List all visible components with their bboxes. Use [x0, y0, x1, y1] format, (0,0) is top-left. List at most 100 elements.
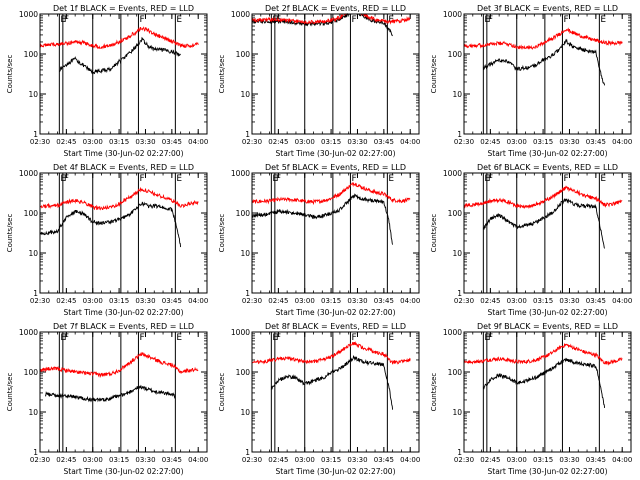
y-tick-label: 100	[448, 50, 463, 59]
panel-det-4: Det 4f BLACK = Events, RED = LLD Start Ti…	[6, 163, 208, 317]
panel-det-3: Det 3f BLACK = Events, RED = LLD Start Ti…	[430, 4, 632, 158]
x-tick-label: 02:30	[454, 138, 474, 146]
x-tick-label: 03:45	[374, 138, 394, 146]
x-axis-label: Start Time (30-Jun-02 02:27:00)	[276, 308, 396, 317]
x-tick-label: 03:45	[374, 297, 394, 305]
time-marker-label: F	[563, 174, 568, 184]
time-marker-label: E	[388, 333, 394, 343]
y-tick-label: 100	[448, 368, 463, 377]
x-tick-label: 03:30	[559, 456, 579, 464]
x-tick-label: 03:30	[135, 138, 155, 146]
x-tick-label: 03:00	[295, 138, 315, 146]
y-tick-label: 100	[236, 368, 251, 377]
series-lld-line	[251, 181, 411, 206]
panel-det-7: Det 7f BLACK = Events, RED = LLD Start Ti…	[6, 322, 208, 476]
panel-det-1: Det 1f BLACK = Events, RED = LLD Start Ti…	[6, 4, 208, 158]
y-axis-label: Counts/sec	[6, 214, 14, 253]
y-tick-label: 100	[24, 50, 39, 59]
y-tick-label: 1	[245, 448, 250, 457]
x-tick-label: 03:00	[507, 138, 527, 146]
x-tick-label: 03:00	[295, 297, 315, 305]
y-axis-label: Counts/sec	[430, 214, 438, 253]
time-marker-label: F	[139, 174, 144, 184]
x-tick-label: 02:30	[242, 297, 262, 305]
x-tick-label: 03:30	[559, 138, 579, 146]
y-tick-label: 1	[33, 130, 38, 139]
plot-frame	[39, 172, 208, 294]
x-axis-label: Start Time (30-Jun-02 02:27:00)	[276, 149, 396, 158]
series-lld-line	[251, 341, 411, 365]
x-tick-label: 03:15	[321, 456, 341, 464]
time-marker-label: F	[139, 333, 144, 343]
plot-frame	[251, 13, 420, 135]
panel-det-9: Det 9f BLACK = Events, RED = LLD Start Ti…	[430, 322, 632, 476]
panel-title: Det 8f BLACK = Events, RED = LLD	[265, 322, 406, 331]
time-marker-label: E	[600, 333, 606, 343]
panel-det-6: Det 6f BLACK = Events, RED = LLD Start Ti…	[430, 163, 632, 317]
series-events-line	[482, 198, 606, 249]
time-marker-label: E	[176, 174, 182, 184]
x-tick-label: 03:15	[321, 297, 341, 305]
plot-frame	[39, 13, 208, 135]
time-marker-label: F	[351, 333, 356, 343]
time-marker-label: F	[351, 174, 356, 184]
time-marker-label: F	[563, 333, 568, 343]
series-lld-line	[463, 27, 623, 50]
y-tick-label: 1	[33, 289, 38, 298]
time-marker-label: F	[351, 15, 356, 25]
plot-frame	[463, 331, 632, 453]
time-marker-label: E	[600, 174, 606, 184]
panel-title: Det 7f BLACK = Events, RED = LLD	[53, 322, 194, 331]
time-marker-label: E	[388, 15, 394, 25]
series-lld-line	[251, 13, 411, 25]
series-events-line	[59, 36, 181, 75]
x-tick-label: 02:45	[480, 138, 500, 146]
time-marker-label: F	[276, 174, 281, 184]
x-tick-label: 02:45	[268, 456, 288, 464]
x-tick-label: 03:45	[586, 456, 606, 464]
time-marker-label: E	[388, 174, 394, 184]
time-marker-label: F	[563, 15, 568, 25]
x-tick-label: 02:45	[480, 297, 500, 305]
x-tick-label: 02:30	[242, 138, 262, 146]
series-events-line	[270, 354, 394, 410]
time-marker-label: E	[176, 333, 182, 343]
x-tick-label: 02:30	[454, 297, 474, 305]
y-tick-label: 100	[448, 209, 463, 218]
y-tick-label: 100	[24, 209, 39, 218]
y-tick-label: 100	[24, 368, 39, 377]
time-marker-label: E	[600, 15, 606, 25]
series-lld-line	[39, 351, 199, 378]
plot-frame	[463, 172, 632, 294]
y-axis-label: Counts/sec	[430, 55, 438, 94]
y-tick-label: 1000	[443, 10, 462, 19]
x-tick-label: 03:15	[109, 456, 129, 464]
x-tick-label: 02:45	[268, 297, 288, 305]
x-tick-label: 04:00	[612, 297, 632, 305]
y-tick-label: 10	[240, 90, 250, 99]
y-axis-label: Counts/sec	[218, 55, 226, 94]
y-tick-label: 10	[452, 90, 462, 99]
x-tick-label: 02:30	[30, 297, 50, 305]
y-axis-label: Counts/sec	[6, 55, 14, 94]
y-tick-label: 10	[452, 249, 462, 258]
series-events-line	[482, 38, 606, 86]
x-tick-label: 03:00	[83, 297, 103, 305]
x-tick-label: 03:45	[374, 456, 394, 464]
x-tick-label: 03:00	[507, 297, 527, 305]
panel-det-8: Det 8f BLACK = Events, RED = LLD Start Ti…	[218, 322, 420, 476]
series-lld-line	[463, 185, 623, 210]
series-lld-line	[463, 343, 623, 366]
y-tick-label: 1000	[443, 169, 462, 178]
x-tick-label: 03:00	[83, 138, 103, 146]
time-marker-label: F	[488, 15, 493, 25]
time-marker-label: F	[64, 15, 69, 25]
y-axis-label: Counts/sec	[218, 373, 226, 412]
x-tick-label: 03:15	[533, 297, 553, 305]
x-axis-label: Start Time (30-Jun-02 02:27:00)	[64, 308, 184, 317]
panel-title: Det 3f BLACK = Events, RED = LLD	[477, 4, 618, 13]
series-events-line	[44, 384, 176, 403]
x-tick-label: 03:15	[533, 138, 553, 146]
x-tick-label: 03:45	[586, 138, 606, 146]
y-tick-label: 1000	[19, 328, 38, 337]
